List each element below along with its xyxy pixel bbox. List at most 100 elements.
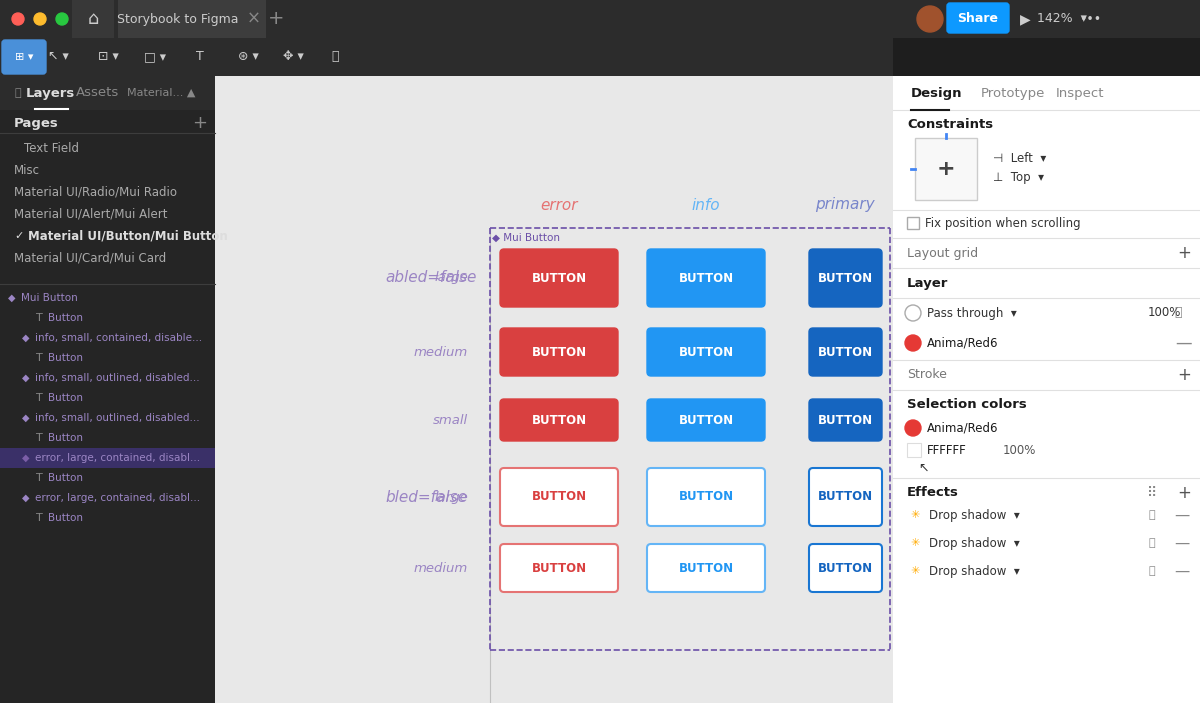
Text: —: — [1175, 536, 1189, 550]
Text: ✳: ✳ [911, 538, 919, 548]
FancyBboxPatch shape [647, 399, 766, 441]
Circle shape [56, 13, 68, 25]
Text: Effects: Effects [907, 486, 959, 500]
Text: large: large [434, 271, 468, 285]
Text: T: T [36, 353, 43, 363]
Text: primary: primary [815, 198, 875, 212]
Text: Pages: Pages [14, 117, 59, 129]
Text: abled=false: abled=false [385, 271, 476, 285]
FancyBboxPatch shape [809, 328, 882, 376]
Text: Button: Button [48, 393, 83, 403]
Text: Prototype: Prototype [982, 86, 1045, 100]
FancyBboxPatch shape [500, 249, 618, 307]
Text: error: error [540, 198, 577, 212]
Circle shape [917, 6, 943, 32]
Text: info, small, outlined, disabled...: info, small, outlined, disabled... [35, 413, 199, 423]
Text: info, small, outlined, disabled...: info, small, outlined, disabled... [35, 373, 199, 383]
Text: Layers: Layers [25, 86, 74, 100]
Text: BUTTON: BUTTON [817, 271, 872, 285]
Bar [916, 138, 977, 200]
Text: T: T [36, 433, 43, 443]
Text: BUTTON: BUTTON [532, 491, 587, 503]
Text: ⌂: ⌂ [88, 10, 98, 28]
Text: Button: Button [48, 353, 83, 363]
FancyBboxPatch shape [647, 468, 766, 526]
Bar [907, 217, 919, 229]
Text: Material... ▲: Material... ▲ [127, 88, 196, 98]
FancyBboxPatch shape [809, 399, 882, 441]
Text: ◆: ◆ [22, 453, 30, 463]
Circle shape [905, 335, 922, 351]
Text: Button: Button [48, 513, 83, 523]
FancyBboxPatch shape [647, 328, 766, 376]
Text: BUTTON: BUTTON [678, 271, 733, 285]
FancyBboxPatch shape [500, 468, 618, 526]
Bar [0, 76, 215, 703]
Text: ◆: ◆ [8, 293, 16, 303]
Text: +: + [1177, 366, 1190, 384]
FancyBboxPatch shape [647, 544, 766, 592]
Text: Fix position when scrolling: Fix position when scrolling [925, 217, 1081, 229]
Text: Drop shadow  ▾: Drop shadow ▾ [929, 536, 1020, 550]
Bar [215, 76, 893, 703]
Text: BUTTON: BUTTON [817, 562, 872, 574]
Bar [893, 76, 1200, 703]
Text: Material UI/Radio/Mui Radio: Material UI/Radio/Mui Radio [14, 186, 178, 198]
Text: ◆: ◆ [22, 333, 30, 343]
Text: 100%: 100% [1003, 444, 1037, 456]
Text: Material UI/Alert/Mui Alert: Material UI/Alert/Mui Alert [14, 207, 168, 221]
Circle shape [905, 305, 922, 321]
Text: T: T [36, 313, 43, 323]
Text: Button: Button [48, 313, 83, 323]
Text: Misc: Misc [14, 164, 40, 176]
Text: 🔍: 🔍 [14, 88, 22, 98]
Text: error, large, contained, disabl...: error, large, contained, disabl... [35, 453, 200, 463]
Text: ◆: ◆ [22, 373, 30, 383]
Text: BUTTON: BUTTON [678, 413, 733, 427]
Text: Layer: Layer [907, 276, 948, 290]
Bar [0, 76, 215, 110]
Text: —: — [1176, 334, 1193, 352]
Text: Drop shadow  ▾: Drop shadow ▾ [929, 565, 1020, 577]
Text: Storybook to Figma: Storybook to Figma [118, 13, 239, 25]
Text: Material UI/Button/Mui Button: Material UI/Button/Mui Button [28, 229, 228, 243]
Bar [0, 0, 1200, 38]
Text: +: + [1177, 244, 1190, 262]
Text: ⊞ ▾: ⊞ ▾ [14, 52, 34, 62]
FancyBboxPatch shape [947, 3, 1009, 33]
Bar [0, 448, 215, 468]
Text: Pass through  ▾: Pass through ▾ [928, 307, 1016, 319]
Text: 👁: 👁 [1148, 538, 1156, 548]
Text: ⊛ ▾: ⊛ ▾ [238, 51, 258, 63]
Bar [893, 76, 1200, 110]
Text: ↖ ▾: ↖ ▾ [48, 51, 68, 63]
Text: BUTTON: BUTTON [817, 345, 872, 359]
Bar [0, 38, 893, 76]
Text: Mui Button: Mui Button [22, 293, 78, 303]
Text: —: — [1175, 508, 1189, 522]
Text: Button: Button [48, 433, 83, 443]
Text: Anima/Red6: Anima/Red6 [928, 422, 998, 434]
Text: BUTTON: BUTTON [678, 345, 733, 359]
Text: BUTTON: BUTTON [532, 271, 587, 285]
Text: Selection colors: Selection colors [907, 399, 1027, 411]
Circle shape [12, 13, 24, 25]
Text: BUTTON: BUTTON [532, 345, 587, 359]
FancyBboxPatch shape [809, 249, 882, 307]
Text: FFFFFF: FFFFFF [928, 444, 967, 456]
Text: Drop shadow  ▾: Drop shadow ▾ [929, 508, 1020, 522]
Text: BUTTON: BUTTON [817, 413, 872, 427]
Text: 142%  ▾: 142% ▾ [1037, 13, 1087, 25]
Text: Button: Button [48, 473, 83, 483]
Text: •••: ••• [1079, 13, 1102, 25]
Text: Constraints: Constraints [907, 117, 994, 131]
Text: 100%: 100% [1148, 307, 1181, 319]
Text: info, small, contained, disable...: info, small, contained, disable... [35, 333, 202, 343]
Text: T: T [196, 51, 204, 63]
Text: Share: Share [958, 13, 998, 25]
FancyBboxPatch shape [500, 544, 618, 592]
Text: Inspect: Inspect [1056, 86, 1104, 100]
Text: ▶: ▶ [1020, 12, 1031, 26]
Text: +: + [937, 159, 955, 179]
Text: bled=false: bled=false [385, 489, 467, 505]
